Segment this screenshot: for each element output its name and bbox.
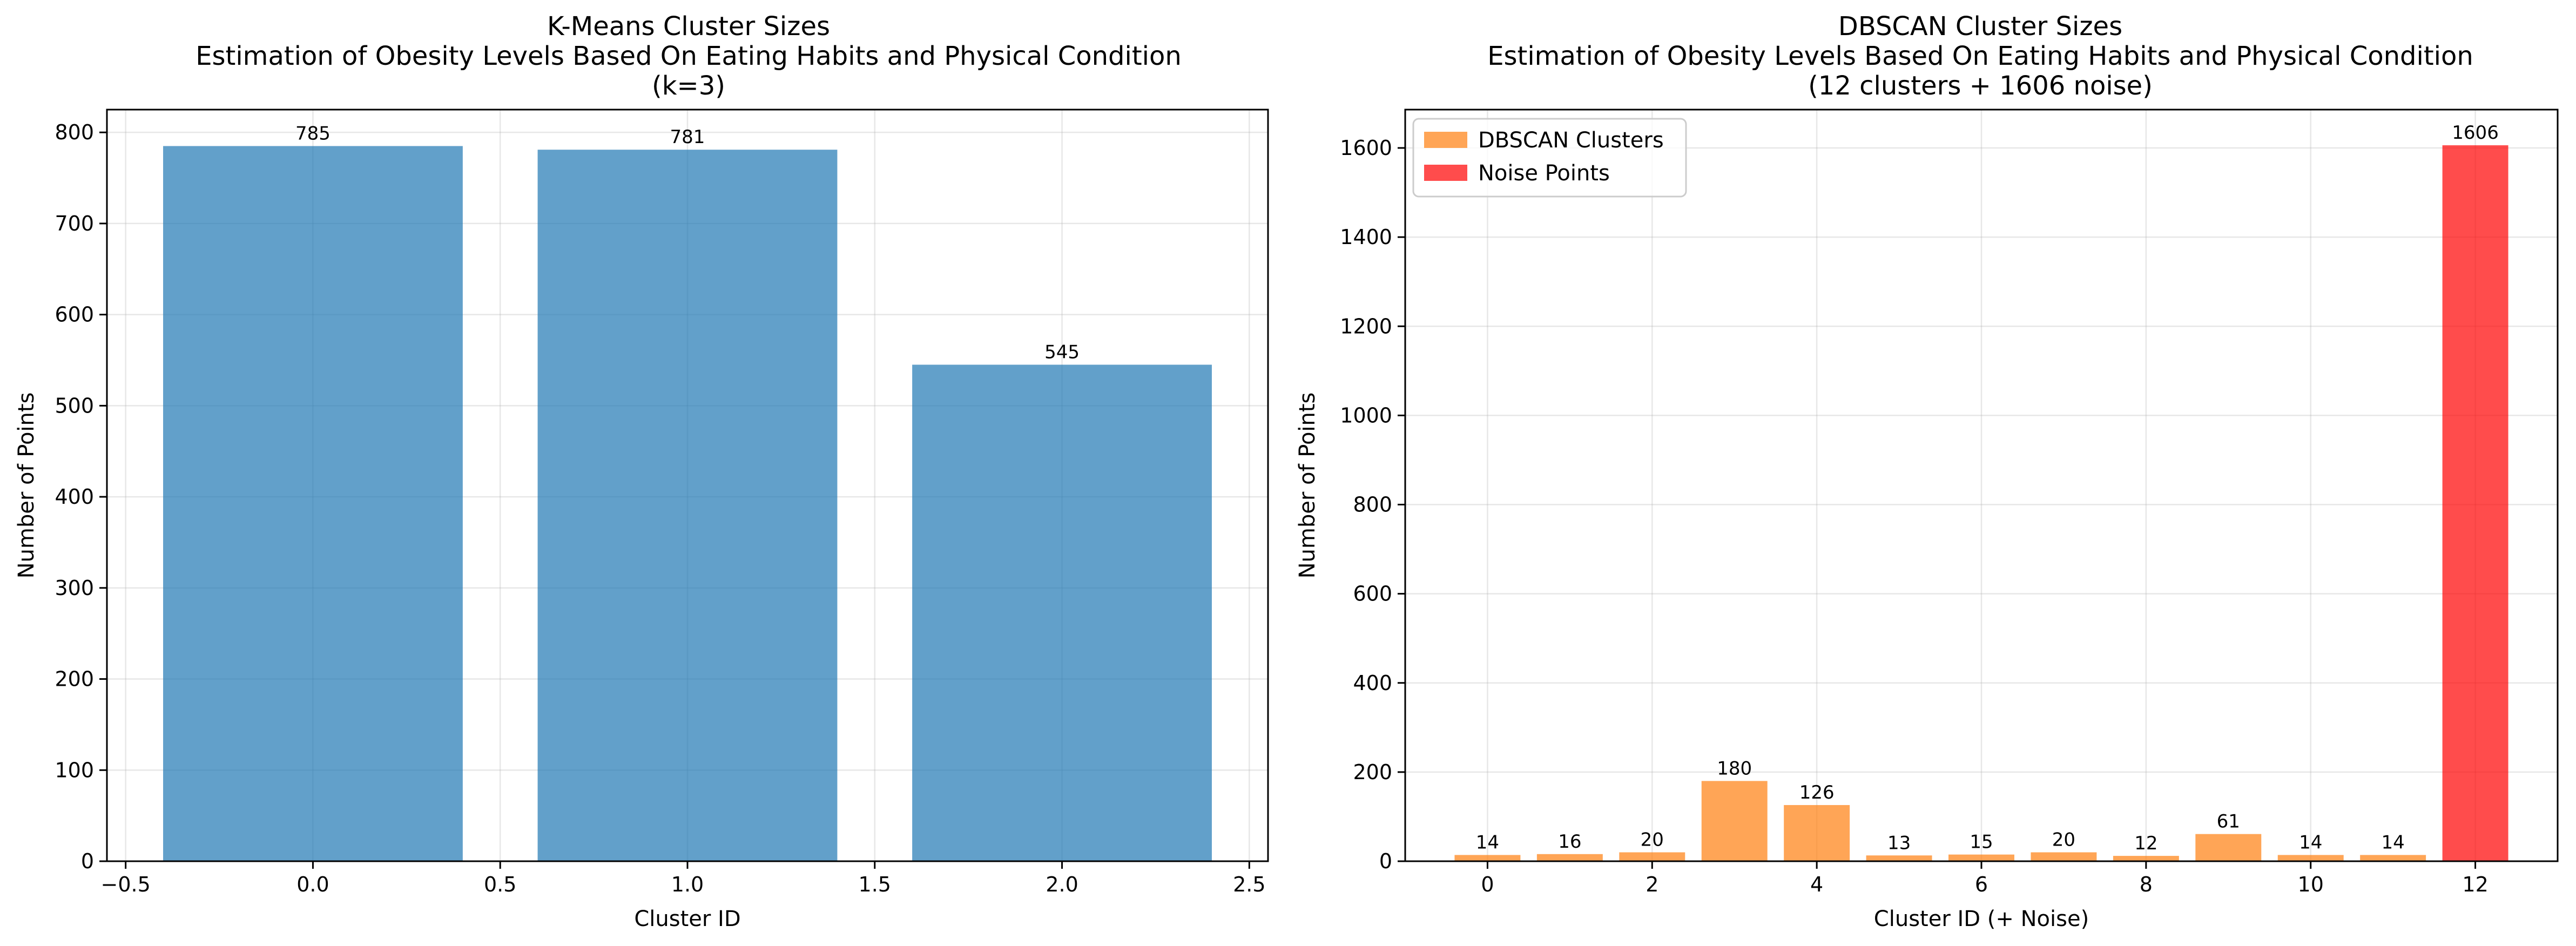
y-tick-label: 600 xyxy=(55,303,94,327)
bar-value-label: 1606 xyxy=(2452,122,2499,144)
x-axis-label: Cluster ID xyxy=(634,907,740,931)
x-tick-label: 10 xyxy=(2298,873,2324,896)
x-tick-label: 0.5 xyxy=(484,873,516,896)
bar-cluster-7 xyxy=(2031,852,2097,861)
y-tick-label: 1400 xyxy=(1340,225,1392,249)
chart-title-line-3: (k=3) xyxy=(652,71,725,101)
bar-cluster-1 xyxy=(537,150,838,861)
x-tick-label: 2 xyxy=(1646,873,1658,896)
y-tick-label: 700 xyxy=(55,212,94,235)
y-axis-ticks: 0 200 400 600 800 1000 1200 1400 1600 xyxy=(1340,136,1405,873)
bar-value-label: 15 xyxy=(1970,832,1993,853)
data-labels: 14 16 20 180 126 13 15 20 12 61 14 14 1606 xyxy=(1476,122,2499,854)
y-tick-label: 100 xyxy=(55,758,94,782)
x-tick-label: 2.5 xyxy=(1233,873,1265,896)
bar-value-label: 14 xyxy=(2299,832,2322,853)
y-tick-label: 1600 xyxy=(1340,136,1392,160)
legend-label-dbscan-clusters: DBSCAN Clusters xyxy=(1478,128,1664,153)
x-tick-label: 6 xyxy=(1975,873,1988,896)
bar-value-label: 180 xyxy=(1717,758,1752,779)
x-tick-label: −0.5 xyxy=(101,873,151,896)
bar-value-label: 126 xyxy=(1799,782,1835,803)
y-tick-label: 0 xyxy=(81,849,94,873)
y-tick-label: 1000 xyxy=(1340,403,1392,427)
bar-cluster-9 xyxy=(2195,834,2262,861)
y-tick-label: 800 xyxy=(1353,493,1392,517)
bar-cluster-1 xyxy=(1536,854,1603,861)
y-tick-label: 600 xyxy=(1353,582,1392,606)
chart-title-line-1: K-Means Cluster Sizes xyxy=(547,11,830,42)
x-tick-label: 12 xyxy=(2462,873,2488,896)
legend-swatch-noise-points xyxy=(1424,165,1467,181)
bar-value-label: 12 xyxy=(2134,833,2157,854)
y-tick-label: 500 xyxy=(55,394,94,417)
y-tick-label: 1200 xyxy=(1340,314,1392,338)
legend-swatch-dbscan-clusters xyxy=(1424,132,1467,148)
y-axis-label: Number of Points xyxy=(1295,393,1320,579)
bar-value-label: 13 xyxy=(1887,832,1911,854)
y-axis-ticks: 0 100 200 300 400 500 600 700 800 xyxy=(55,120,107,873)
data-labels: 785 781 545 xyxy=(295,123,1080,363)
x-tick-label: 1.0 xyxy=(671,873,704,896)
y-tick-label: 400 xyxy=(55,485,94,509)
y-tick-label: 800 xyxy=(55,120,94,144)
plot-frame xyxy=(1404,109,2559,862)
x-axis-label: Cluster ID (+ Noise) xyxy=(1874,907,2089,931)
dbscan-chart: DBSCAN Cluster Sizes Estimation of Obesi… xyxy=(1295,11,2559,931)
legend-box xyxy=(1412,118,1687,198)
bar-value-label: 785 xyxy=(295,123,331,144)
x-tick-label: 0 xyxy=(1481,873,1494,896)
chart-title-line-1: DBSCAN Cluster Sizes xyxy=(1838,11,2122,42)
bar-cluster-6 xyxy=(1948,854,2014,861)
y-axis-label: Number of Points xyxy=(14,393,39,579)
x-axis-ticks: 0 2 4 6 8 10 12 xyxy=(1481,861,2489,896)
bar-value-label: 545 xyxy=(1044,341,1080,363)
bars xyxy=(1454,145,2508,862)
bar-cluster-8 xyxy=(2113,856,2179,861)
y-tick-label: 300 xyxy=(55,576,94,600)
x-tick-label: 4 xyxy=(1810,873,1823,896)
bar-value-label: 14 xyxy=(2382,832,2405,853)
x-tick-label: 2.0 xyxy=(1046,873,1078,896)
y-tick-label: 200 xyxy=(55,667,94,691)
bar-value-label: 20 xyxy=(1641,829,1664,850)
bar-cluster-2 xyxy=(912,364,1212,861)
bar-cluster-0 xyxy=(1454,855,1521,861)
bars xyxy=(163,146,1212,861)
y-tick-label: 200 xyxy=(1353,760,1392,784)
bar-cluster-3 xyxy=(1701,781,1768,861)
x-axis-ticks: −0.5 0.0 0.5 1.0 1.5 2.0 2.5 xyxy=(101,861,1266,896)
y-tick-label: 0 xyxy=(1379,849,1392,873)
bar-value-label: 20 xyxy=(2052,829,2075,850)
bar-value-label: 781 xyxy=(670,126,705,148)
bar-value-label: 61 xyxy=(2217,811,2240,833)
x-tick-label: 1.5 xyxy=(859,873,891,896)
bar-cluster-4 xyxy=(1784,805,1850,861)
bar-value-label: 14 xyxy=(1476,832,1499,853)
bar-cluster-0 xyxy=(163,146,463,861)
chart-title-line-3: (12 clusters + 1606 noise) xyxy=(1808,71,2153,101)
bar-value-label: 16 xyxy=(1558,831,1581,853)
chart-title-line-2: Estimation of Obesity Levels Based On Ea… xyxy=(1487,41,2473,71)
bar-cluster-2 xyxy=(1619,852,1685,861)
bar-cluster-10 xyxy=(2277,855,2344,861)
plot-frame xyxy=(106,109,1269,862)
chart-title-line-2: Estimation of Obesity Levels Based On Ea… xyxy=(195,41,1182,71)
kmeans-chart: K-Means Cluster Sizes Estimation of Obes… xyxy=(14,11,1269,931)
bar-cluster-5 xyxy=(1866,855,1932,861)
legend-label-noise-points: Noise Points xyxy=(1478,161,1610,186)
bar-cluster-11 xyxy=(2360,855,2426,861)
y-tick-label: 400 xyxy=(1353,671,1392,695)
legend: DBSCAN Clusters Noise Points xyxy=(1412,118,1687,198)
bar-cluster-12 xyxy=(2442,145,2508,862)
x-tick-label: 0.0 xyxy=(296,873,329,896)
x-tick-label: 8 xyxy=(2140,873,2153,896)
